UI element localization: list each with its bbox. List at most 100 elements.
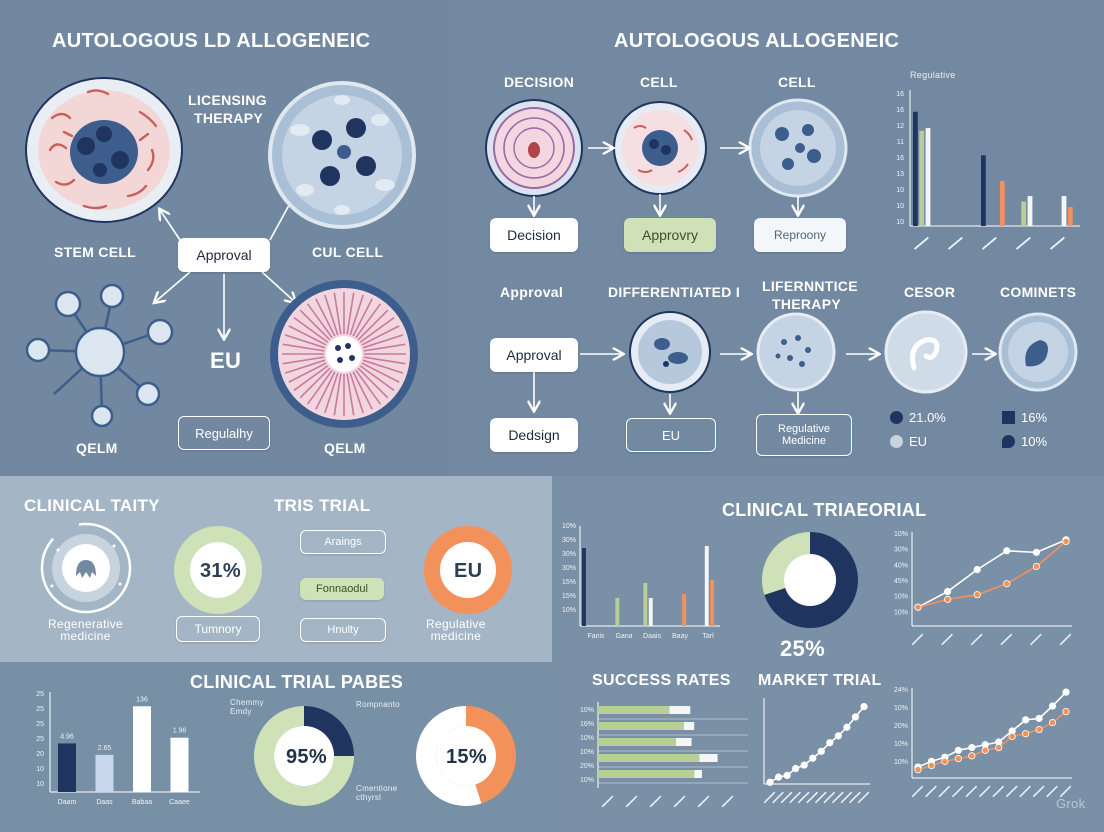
dedsign-box[interactable]: Dedsign	[490, 418, 578, 452]
donut-slice	[764, 532, 858, 628]
approval-box[interactable]: Approval	[490, 338, 578, 372]
regenerative-medicine-label: Regenerative medicine	[48, 618, 123, 642]
legend-square-icon	[1002, 411, 1015, 424]
data-point	[1032, 562, 1040, 571]
data-point	[943, 595, 952, 603]
regul-line-2: medicine	[430, 629, 482, 643]
regulatory-box[interactable]: Regulalhy	[178, 416, 270, 450]
x-tick-label: ▬▬▬	[1004, 784, 1019, 799]
therapy-label: THERAPY	[194, 110, 263, 126]
regulative-text: Regulative	[778, 423, 830, 435]
donut-a-label-bottom: Cmentione cthyrsl	[356, 784, 397, 802]
data-point	[981, 746, 989, 754]
regulative-bar-chart: 16 16 12 11 16 13 10 10 10 ▬▬▬ ▬▬▬ ▬▬▬ ▬▬▬ ▬▬▬	[896, 90, 1080, 251]
donut-a-label-line: Cmentione	[356, 784, 398, 793]
legend-text: EU	[909, 434, 928, 449]
y-tick-label: 10%	[894, 531, 908, 538]
donut-hole	[274, 726, 334, 786]
bar	[1067, 206, 1073, 226]
series-line	[769, 706, 865, 783]
data-point	[826, 739, 834, 747]
x-tick-label: Tarl	[702, 633, 714, 640]
x-tick-label: Daas	[96, 799, 113, 806]
y-tick-label: 10%	[580, 749, 594, 756]
donut-95-chart	[254, 706, 354, 806]
x-tick-label: ▬▬▬	[1049, 235, 1067, 251]
clinical-trial-bar-chart: 4.96 Daam 2.65 Daas 136 Babaa 1.96 Caaee 25 25 25 2…	[36, 691, 200, 806]
therapy-label: THERAPY	[772, 296, 841, 312]
x-tick-label: ▬▬▬	[720, 794, 735, 809]
reproony-box[interactable]: Reproony	[754, 218, 846, 252]
market-trial-label: MARKET TRIAL	[758, 672, 882, 689]
tumnory-box[interactable]: Tumnory	[176, 616, 260, 642]
x-tick-label: ▬▬▬	[910, 632, 925, 647]
araings-box[interactable]: Araings	[300, 530, 386, 554]
legend-text: 21.0%	[909, 410, 946, 425]
top-left-panel: AUTOLOGOUS LD ALLOGENEIC LICENSING THERA…	[0, 0, 452, 476]
bar	[682, 594, 687, 626]
x-tick-label: Caaee	[169, 799, 190, 806]
decision-cell-illustration	[485, 99, 583, 197]
eu-box[interactable]: EU	[626, 418, 716, 452]
x-tick-label: ▬▬▬	[964, 784, 979, 799]
data-point	[834, 732, 842, 740]
x-tick-label: ▬▬▬	[672, 794, 687, 809]
regenerative-medicine-icon	[40, 522, 132, 614]
line-chart-top: 10% 30% 40% 45% 10% 10% ▬▬▬ ▬▬▬ ▬▬▬ ▬▬▬ ▬▬▬ ▬▬▬	[894, 531, 1073, 647]
fonnaodul-box[interactable]: Fonnaodul	[300, 578, 384, 600]
x-tick-label: ▬▬▬	[937, 784, 952, 799]
regul-line-1: Regulative	[426, 617, 486, 631]
donut-slice	[304, 706, 354, 756]
x-tick-label: ▬▬▬	[913, 235, 931, 251]
qelm-right-label: QELM	[324, 440, 366, 456]
data-point	[914, 766, 922, 774]
cominets-label: COMINETS	[1000, 284, 1077, 300]
approval-box[interactable]: Approval	[178, 238, 270, 272]
stem-cell-illustration	[25, 77, 183, 223]
hnulty-box[interactable]: Hnulty	[300, 618, 386, 642]
data-point	[1008, 732, 1016, 741]
y-tick-label: 16	[896, 91, 904, 98]
qelm-left-label: QELM	[76, 440, 118, 456]
grok-watermark: Grok	[1056, 796, 1086, 811]
data-point	[1022, 716, 1030, 724]
mini-chart-y-axis	[886, 88, 902, 228]
differentiated-cell-illustration	[629, 311, 711, 393]
bar	[683, 722, 695, 730]
x-tick-label: ▬▬▬	[1031, 784, 1046, 799]
x-tick-label: ▬▬▬	[624, 794, 639, 809]
data-point	[766, 778, 774, 786]
bar	[981, 155, 986, 226]
y-tick-label: 40%	[894, 562, 908, 569]
legend-dot-icon	[890, 411, 903, 424]
decision-box[interactable]: Decision	[490, 218, 578, 252]
cell-b-label: CELL	[778, 74, 816, 90]
data-point	[817, 747, 825, 755]
data-point	[968, 752, 976, 760]
data-point	[1062, 537, 1070, 546]
lifernntice-cell-illustration	[756, 312, 836, 392]
bar	[615, 598, 620, 626]
x-tick-label: ▬▬▬	[969, 632, 984, 647]
cul-cell-label: CUL CELL	[312, 244, 384, 260]
bar-value-label: 1.96	[173, 728, 187, 735]
x-tick-label: ▬▬▬	[648, 794, 663, 809]
y-tick-label: 30%	[562, 551, 576, 558]
donut-slice	[762, 532, 810, 595]
cell-a-label: CELL	[640, 74, 678, 90]
y-tick-label: 10%	[894, 741, 908, 748]
y-tick-label: 45%	[894, 578, 908, 585]
regulative-medicine-box[interactable]: Regulative Medicine	[756, 414, 852, 456]
data-point	[792, 764, 800, 773]
bar	[643, 583, 648, 626]
y-tick-label: 13	[896, 171, 904, 178]
donut-slice	[424, 526, 512, 614]
bar	[58, 743, 76, 792]
approvry-box[interactable]: Approvry	[624, 218, 716, 252]
data-point	[809, 754, 817, 762]
differentiated-label: DIFFERENTIATED I	[608, 284, 741, 300]
molecule-illustration	[25, 283, 174, 428]
bar	[1027, 196, 1033, 226]
data-point	[1032, 548, 1040, 556]
y-tick-label: 10%	[894, 609, 908, 616]
